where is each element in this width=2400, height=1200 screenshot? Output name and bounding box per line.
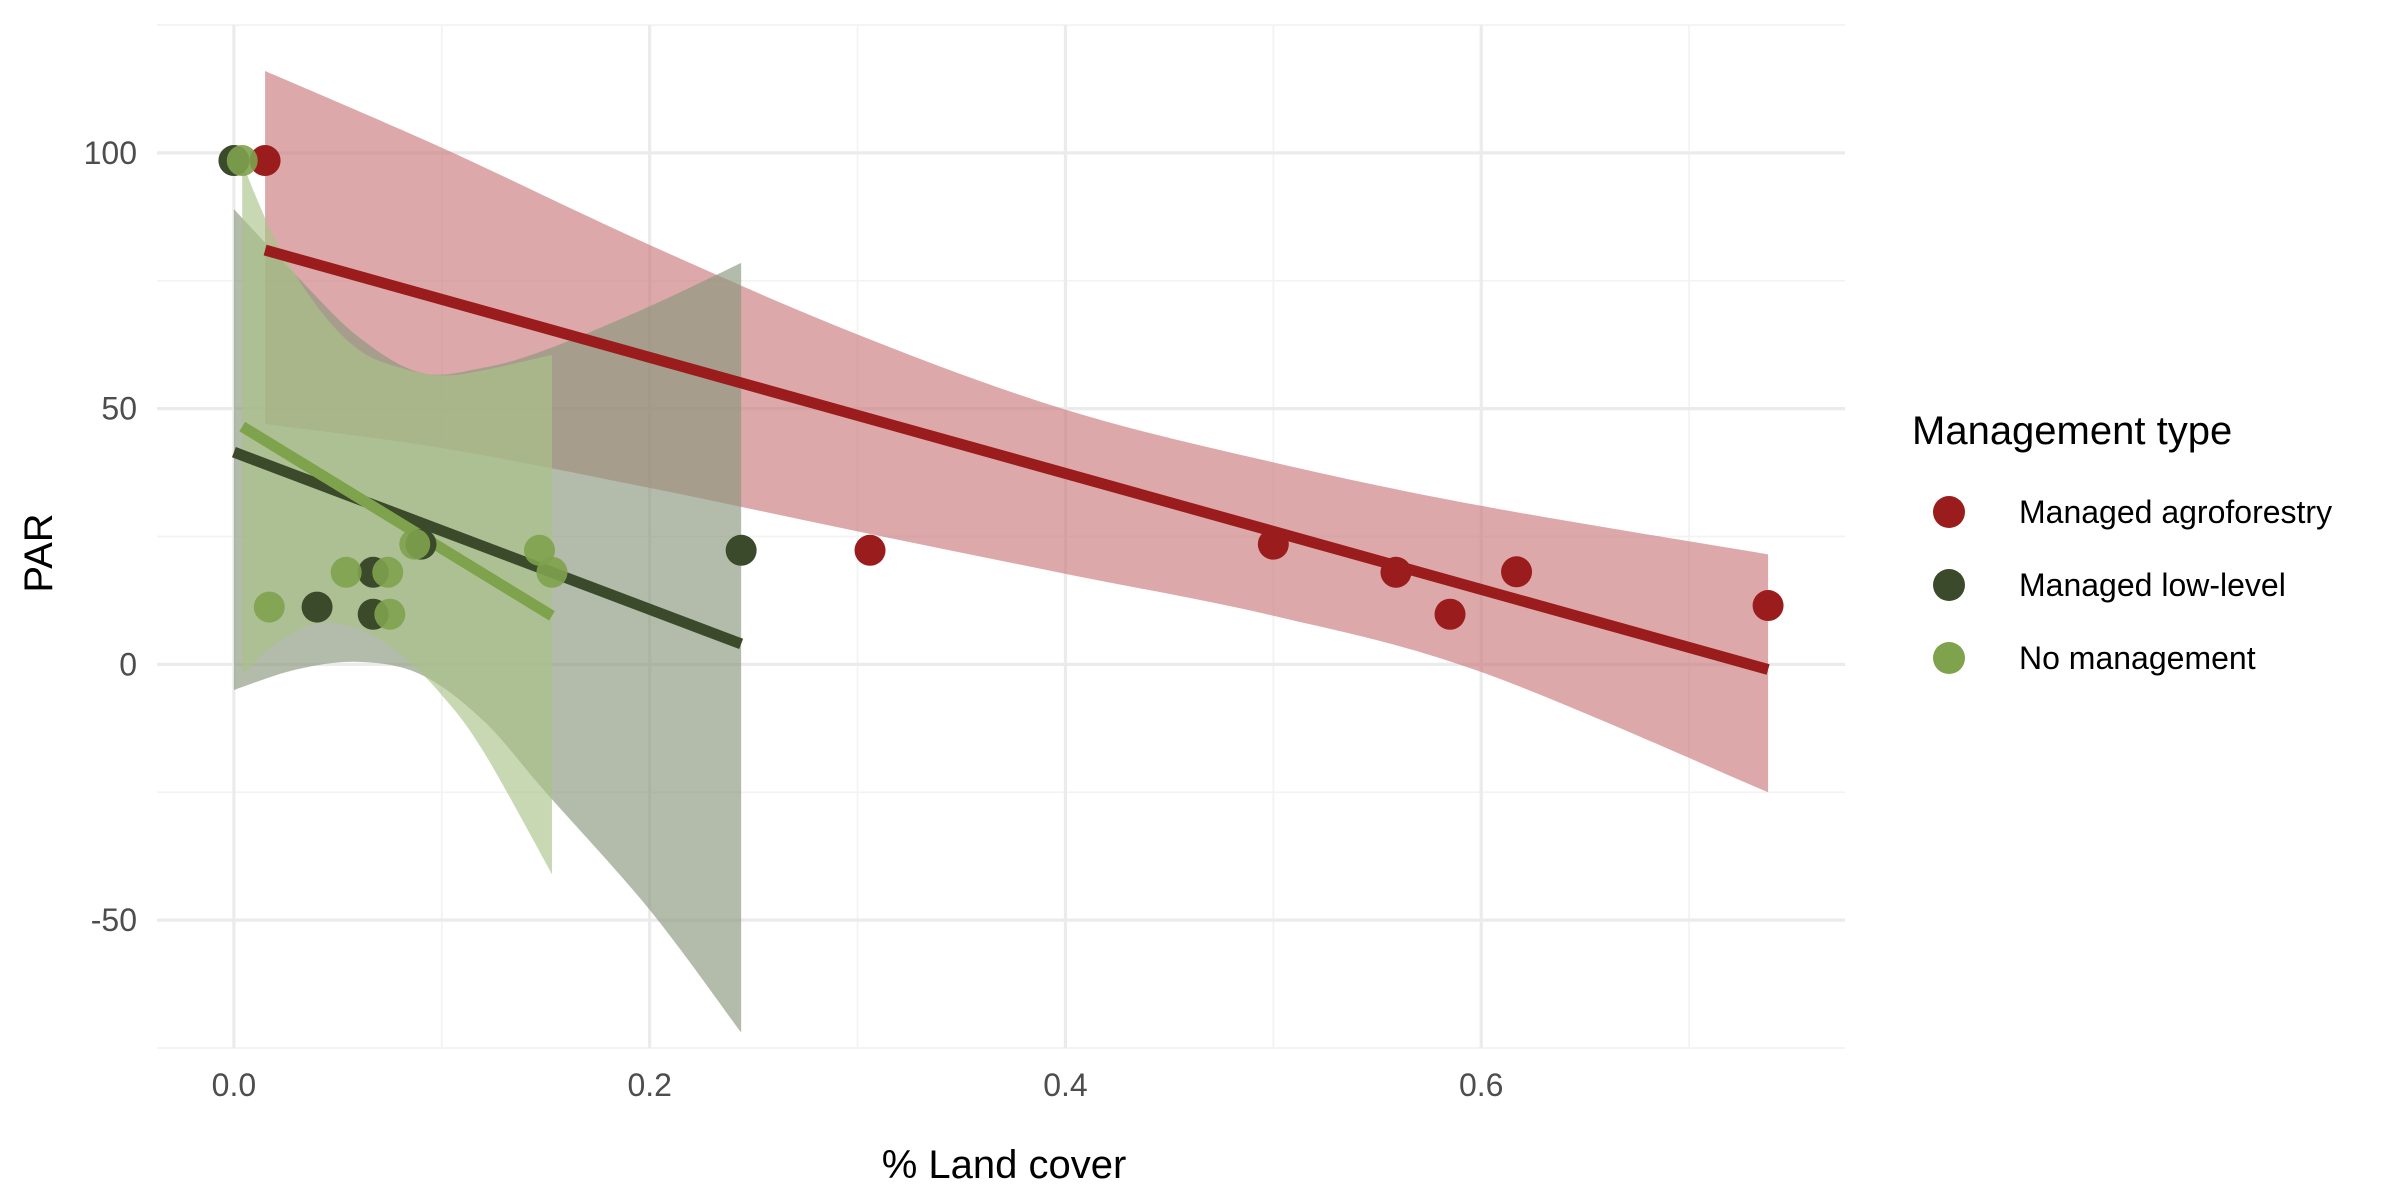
data-point (301, 591, 333, 623)
legend-items: Managed agroforestry Managed low-level No … (1933, 494, 2332, 676)
confidence-band (265, 71, 1769, 793)
data-point (536, 556, 568, 588)
legend-label: Managed low-level (2019, 567, 2286, 603)
x-tick-label: 0.2 (627, 1067, 671, 1103)
legend-key (1933, 569, 1965, 601)
data-point (1434, 598, 1466, 630)
y-axis-title: PAR (17, 513, 61, 592)
data-point (372, 556, 404, 588)
data-point (330, 556, 362, 588)
y-tick-label: 0 (119, 646, 137, 682)
legend-key (1933, 496, 1965, 528)
fit-line (231, 446, 744, 650)
x-tick-label: 0.6 (1459, 1067, 1503, 1103)
confidence-bands (233, 71, 1769, 1033)
data-point (1501, 556, 1533, 588)
legend-title: Management type (1912, 409, 2232, 453)
fit-lines (231, 244, 1770, 675)
data-point (399, 528, 431, 560)
data-point (226, 145, 258, 177)
y-tick-label: 50 (101, 391, 137, 427)
y-axis-ticks: -50 0 50 100 (84, 135, 137, 938)
data-point (854, 534, 886, 566)
legend: Management type Managed agroforestryMana… (1912, 409, 2332, 676)
x-axis-title: % Land cover (882, 1143, 1127, 1187)
data-point (1380, 556, 1412, 588)
fit-line (263, 244, 1770, 675)
data-point (1257, 528, 1289, 560)
fit-line (239, 421, 555, 621)
y-tick-label: -50 (91, 902, 137, 938)
legend-label: No management (2019, 640, 2256, 676)
x-tick-label: 0.0 (212, 1067, 256, 1103)
y-tick-label: 100 (84, 135, 137, 171)
data-point (253, 591, 285, 623)
legend-label: Managed agroforestry (2019, 494, 2332, 530)
data-point (249, 145, 281, 177)
data-point (1752, 590, 1784, 622)
data-point (725, 534, 757, 566)
x-tick-label: 0.4 (1043, 1067, 1087, 1103)
x-axis-ticks: 0.0 0.2 0.4 0.6 (212, 1067, 1504, 1103)
legend-key (1933, 642, 1965, 674)
data-points (218, 145, 1784, 630)
data-point (374, 598, 406, 630)
